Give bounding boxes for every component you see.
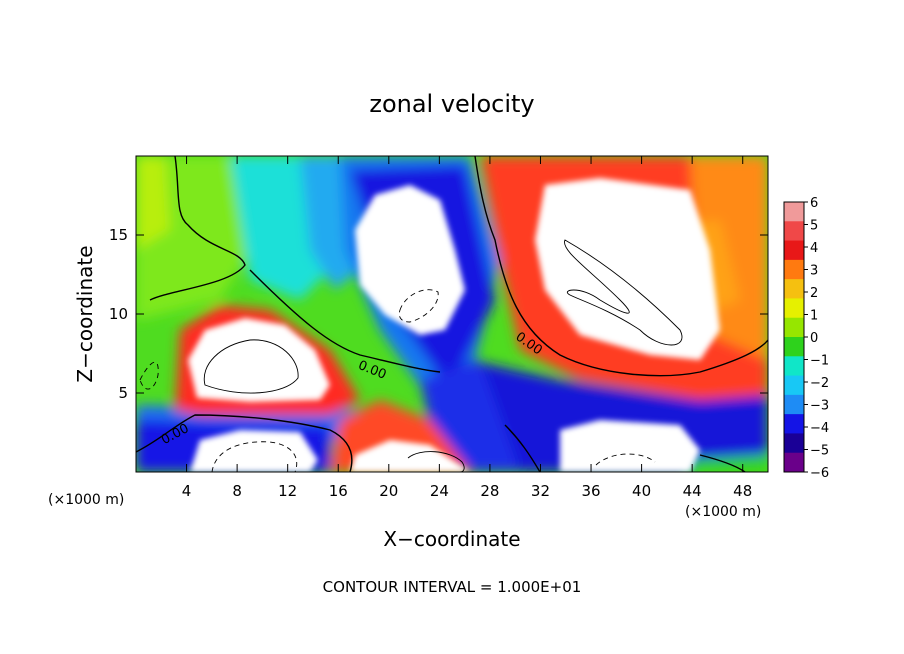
y-axis-label: Z−coordinate <box>73 245 97 382</box>
colorbar-swatch <box>784 221 804 242</box>
colorbar-swatch <box>784 414 804 434</box>
colorbar-swatch <box>784 452 804 473</box>
x-tick-label: 4 <box>182 482 192 500</box>
colorbar-swatch <box>784 337 804 357</box>
colorbar-tick-label: 1 <box>810 309 818 324</box>
colorbar-swatch <box>784 298 804 319</box>
x-tick-label: 28 <box>480 482 499 500</box>
y-tick-label: 10 <box>109 305 128 323</box>
x-tick-label: 40 <box>632 482 651 500</box>
y-tick-label: 15 <box>109 226 128 244</box>
x-axis-label: X−coordinate <box>383 527 520 551</box>
colorbar-tick-label: 3 <box>810 264 818 279</box>
x-tick-label: 16 <box>329 482 348 500</box>
x-tick-label: 32 <box>531 482 550 500</box>
colorbar-swatch <box>784 394 804 415</box>
contour-interval-note: CONTOUR INTERVAL = 1.000E+01 <box>323 578 582 596</box>
x-unit-left: (×1000 m) <box>48 492 124 508</box>
colorbar-swatch <box>784 433 804 454</box>
colorbar-swatch <box>784 375 804 396</box>
y-axis-ticks: 5 10 15 <box>109 226 768 402</box>
x-axis-ticks: 4 8 12 16 20 24 28 32 36 40 44 48 <box>182 156 752 500</box>
chart-title: zonal velocity <box>369 90 534 118</box>
colorbar-tick-label: −3 <box>810 399 829 414</box>
y-tick-label: 5 <box>118 384 128 402</box>
x-tick-label: 24 <box>430 482 449 500</box>
x-tick-label: 44 <box>683 482 702 500</box>
colorbar-tick-label: 4 <box>810 241 818 256</box>
colorbar-swatch <box>784 240 804 261</box>
colorbar-tick-label: 6 <box>810 196 818 211</box>
colorbar: 6 5 4 3 2 1 0 −1 −2 −3 −4 −5 −6 <box>783 196 829 481</box>
colorbar-swatch <box>784 317 804 338</box>
x-tick-label: 12 <box>278 482 297 500</box>
colorbar-swatch <box>784 259 804 280</box>
x-tick-label: 8 <box>232 482 242 500</box>
colorbar-tick-label: −4 <box>810 421 829 436</box>
x-unit-right: (×1000 m) <box>685 504 761 520</box>
x-tick-label: 36 <box>581 482 600 500</box>
x-tick-label: 48 <box>733 482 752 500</box>
colorbar-swatch <box>784 202 804 222</box>
colorbar-tick-label: 2 <box>810 286 818 301</box>
colorbar-tick-label: 5 <box>810 219 818 234</box>
colorbar-tick-label: −2 <box>810 376 829 391</box>
colorbar-tick-label: −5 <box>810 444 829 459</box>
colorbar-tick-label: −1 <box>810 354 829 369</box>
x-tick-label: 20 <box>379 482 398 500</box>
velocity-field: 0.00 0.00 0.00 <box>136 156 768 472</box>
colorbar-tick-label: −6 <box>810 466 829 481</box>
colorbar-tick-label: 0 <box>810 331 818 346</box>
colorbar-swatch <box>784 279 804 299</box>
colorbar-swatch <box>784 356 804 377</box>
